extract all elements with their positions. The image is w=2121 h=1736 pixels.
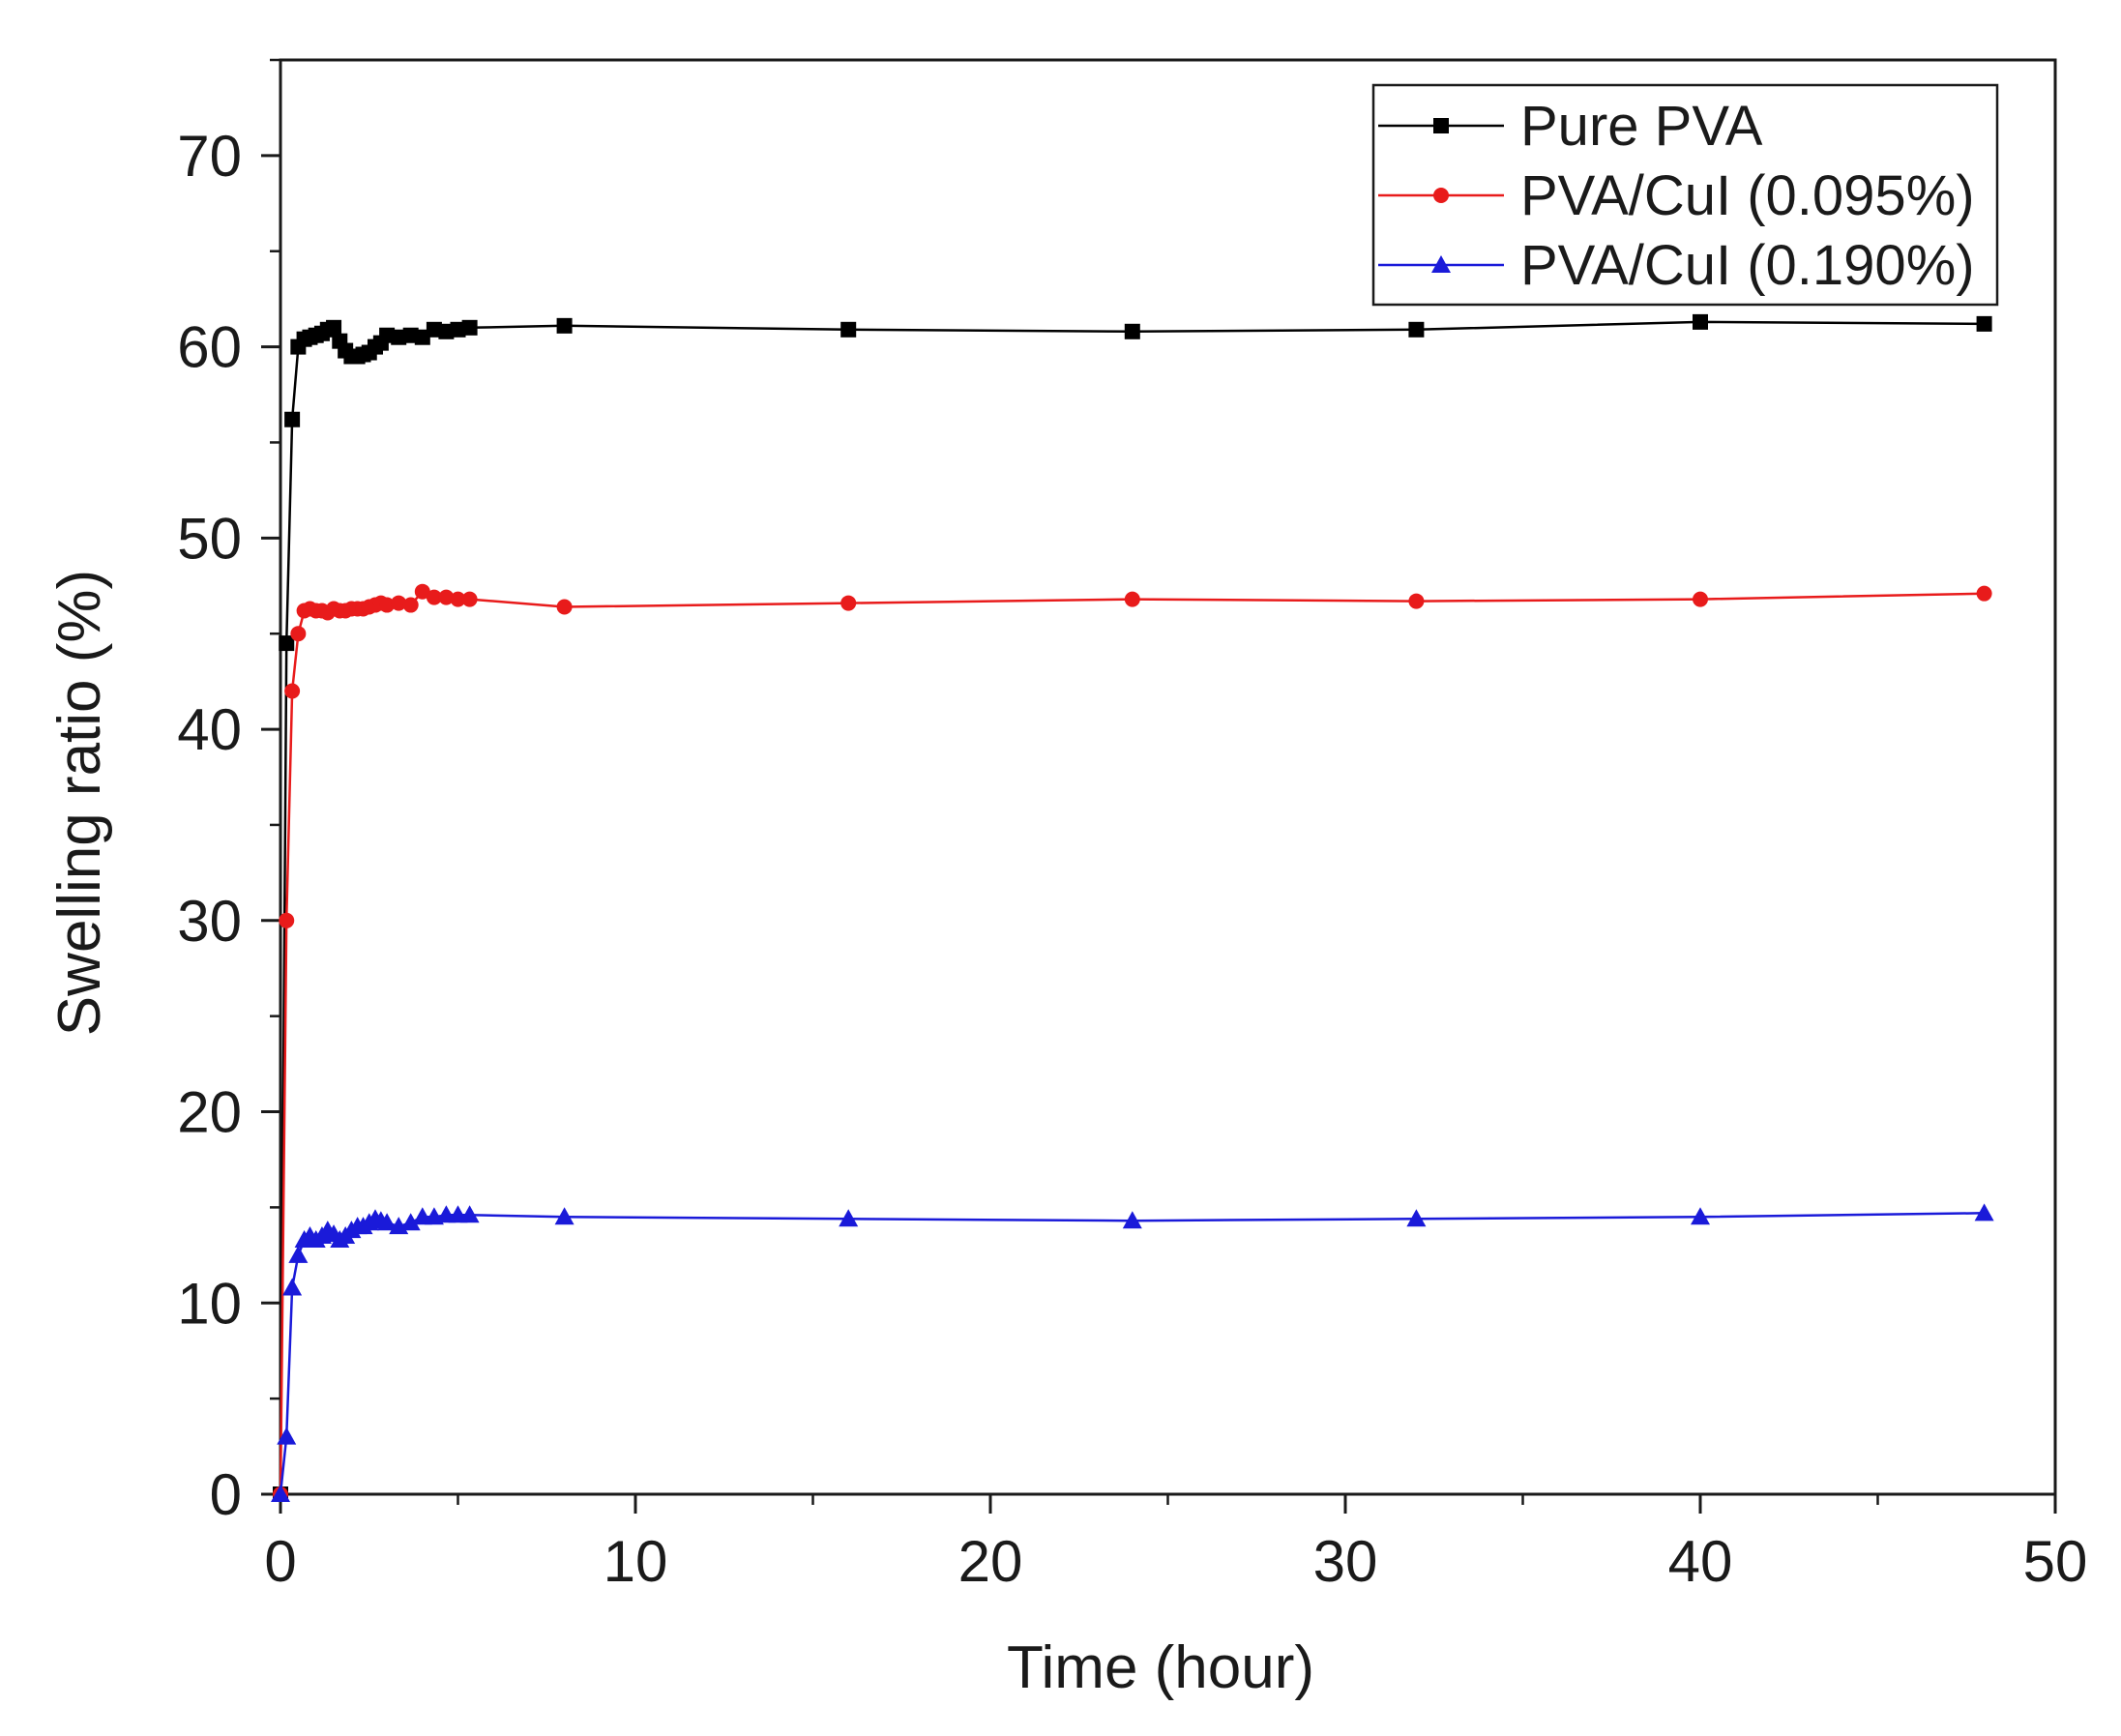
data-point	[450, 591, 466, 607]
data-point	[391, 329, 407, 345]
data-point	[391, 595, 407, 611]
data-point	[438, 323, 455, 339]
data-point	[284, 411, 301, 427]
data-point	[400, 1213, 421, 1231]
data-point	[1974, 1203, 1994, 1221]
data-point	[426, 321, 442, 338]
data-point	[438, 589, 455, 605]
data-point	[1124, 591, 1140, 607]
x-tick-label: 0	[264, 1529, 296, 1594]
legend-item: Pure PVA	[1378, 95, 1763, 158]
data-point	[279, 635, 295, 652]
y-tick-label: 60	[177, 315, 242, 380]
data-point	[1693, 313, 1708, 330]
data-point	[379, 597, 396, 613]
data-point	[1408, 593, 1425, 609]
ticks-group: 0 10 20 30 40 50 0 10 20 30 40 50 60 70	[177, 58, 2088, 1594]
legend-marker	[1431, 255, 1451, 273]
data-point	[554, 1207, 574, 1225]
data-point	[461, 591, 478, 607]
data-point	[450, 321, 466, 338]
data-point	[284, 683, 301, 699]
series-3	[271, 1203, 1994, 1502]
y-tick-label: 10	[177, 1271, 242, 1336]
data-point	[377, 1213, 398, 1231]
x-tick-label: 40	[1668, 1529, 1733, 1594]
data-point	[1691, 1207, 1710, 1225]
x-tick-label: 20	[958, 1529, 1023, 1594]
y-axis-title: Swelling ratio (%)	[46, 570, 113, 1036]
x-axis-title: Time (hour)	[1007, 1634, 1314, 1701]
data-point	[288, 1245, 309, 1263]
y-tick-label: 20	[177, 1080, 242, 1145]
legend-label: PVA/CuI (0.190%)	[1520, 234, 1975, 297]
data-point	[402, 597, 419, 613]
data-point	[271, 1485, 290, 1502]
data-point	[290, 626, 307, 642]
legend-item: PVA/CuI (0.190%)	[1378, 234, 1975, 297]
data-point	[459, 1205, 480, 1223]
y-tick-label: 50	[177, 506, 242, 571]
x-tick-label: 50	[2023, 1529, 2088, 1594]
legend-marker	[1433, 188, 1449, 203]
data-point	[379, 327, 396, 343]
data-point	[461, 319, 478, 336]
data-point	[839, 1209, 859, 1227]
data-point	[1406, 1209, 1427, 1227]
legend-label: PVA/CuI (0.095%)	[1520, 164, 1975, 227]
series-1	[273, 313, 1992, 1502]
x-tick-label: 30	[1313, 1529, 1378, 1594]
data-point	[1408, 321, 1425, 338]
data-point	[1976, 585, 1992, 602]
data-point	[277, 1427, 297, 1445]
y-tick-label: 70	[177, 124, 242, 189]
data-point	[414, 583, 430, 600]
series-2	[273, 583, 1992, 1502]
legend-marker	[1433, 118, 1449, 133]
data-point	[1124, 323, 1140, 339]
data-point	[840, 321, 857, 338]
series-line	[279, 1212, 1985, 1495]
data-point	[1122, 1211, 1142, 1229]
y-tick-label: 40	[177, 697, 242, 762]
data-point	[279, 912, 295, 928]
data-point	[282, 1278, 303, 1296]
legend-item: PVA/CuI (0.095%)	[1378, 164, 1975, 227]
data-point	[840, 595, 857, 611]
data-point	[1976, 315, 1992, 332]
data-point	[414, 329, 430, 345]
legend-label: Pure PVA	[1520, 95, 1763, 158]
data-point	[426, 589, 442, 605]
series-line	[279, 320, 1985, 1495]
series-line	[279, 590, 1985, 1495]
data-point	[326, 319, 342, 336]
data-point	[556, 599, 573, 615]
data-point	[556, 317, 573, 334]
data-point	[1693, 591, 1708, 607]
series-group	[271, 313, 1994, 1502]
x-tick-label: 10	[604, 1529, 668, 1594]
y-tick-label: 0	[210, 1462, 242, 1527]
y-tick-label: 30	[177, 889, 242, 954]
data-point	[402, 327, 419, 343]
